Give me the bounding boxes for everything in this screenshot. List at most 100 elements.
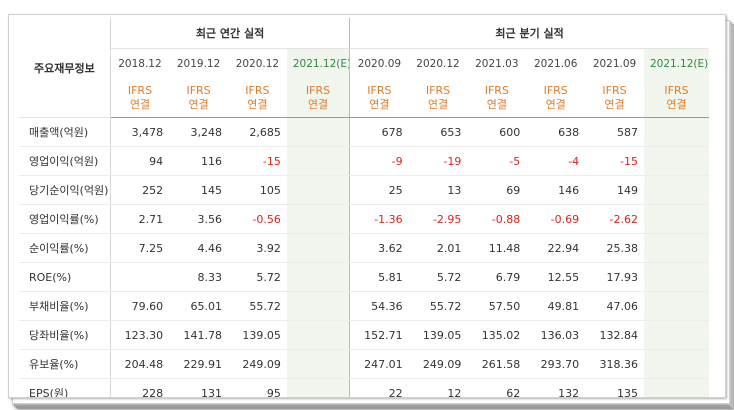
value-cell: 2,685: [227, 117, 287, 147]
table-row: EPS(원) 228 131 95 22 12 62 132 135: [19, 378, 709, 397]
value-cell: 105: [227, 175, 287, 205]
table-row: 당좌비율(%) 123.30 141.78 139.05 152.71 139.05 135…: [19, 320, 709, 350]
value-cell: [643, 175, 709, 205]
value-cell: 8.33: [169, 262, 228, 292]
value-cell: 229.91: [169, 349, 228, 379]
row-label: 당좌비율(%): [19, 320, 111, 350]
value-cell: 12.55: [526, 262, 586, 292]
value-cell: [286, 378, 351, 397]
standard-line-consolidated: 연결: [307, 98, 329, 111]
standard-line-ifrs: IFRS: [484, 84, 509, 97]
value-cell: 94: [110, 146, 170, 176]
value-cell: 600: [467, 117, 527, 147]
value-cell: [643, 146, 709, 176]
value-cell: 132: [526, 378, 586, 397]
table-row: 당기순이익(억원) 252 145 105 25 13 69 146 149: [19, 175, 709, 205]
row-label: 영업이익(억원): [19, 146, 111, 176]
period-header: 2019.12: [176, 58, 221, 70]
annual-group-header: 최근 연간 실적: [110, 18, 351, 49]
value-cell: -0.88: [467, 204, 527, 234]
standard-line-ifrs: IFRS: [186, 84, 211, 97]
value-cell: [643, 320, 709, 350]
value-cell: 293.70: [526, 349, 586, 379]
value-cell: [286, 320, 351, 350]
standard-line-consolidated: 연결: [188, 98, 209, 111]
period-header: 2021.09: [592, 58, 637, 70]
standard-line-consolidated: 연결: [427, 98, 449, 111]
value-cell: 3.62: [349, 233, 409, 263]
value-cell: [643, 233, 709, 263]
value-cell: 116: [169, 146, 228, 176]
value-cell: 131: [169, 378, 228, 397]
table-row: 영업이익률(%) 2.71 3.56 -0.56 -1.36 -2.95 -0.88 -0.6…: [19, 204, 709, 234]
value-cell: 7.25: [110, 233, 170, 263]
label-column-header: 주요재무정보: [19, 18, 111, 118]
table-row: 순이익률(%) 7.25 4.46 3.92 3.62 2.01 11.48 22.94 25.…: [19, 233, 709, 263]
standard-line-ifrs: IFRS: [664, 84, 689, 97]
accounting-standard-header: IFRS 연결: [110, 79, 170, 118]
value-cell: [286, 175, 351, 205]
value-cell: 587: [585, 117, 644, 147]
value-cell: 6.79: [467, 262, 527, 292]
value-cell: -15: [227, 146, 287, 176]
value-cell: -1.36: [349, 204, 409, 234]
value-cell: -15: [585, 146, 644, 176]
row-label: 부채비율(%): [19, 291, 111, 321]
value-cell: 653: [408, 117, 468, 147]
value-cell: 3,248: [169, 117, 228, 147]
value-cell: [286, 262, 351, 292]
quarter-group-header: 최근 분기 실적: [349, 18, 709, 49]
value-cell: 79.60: [110, 291, 170, 321]
value-cell: 11.48: [467, 233, 527, 263]
table-row: ROE(%) 8.33 5.72 5.81 5.72 6.79 12.55 17.93: [19, 262, 709, 292]
value-cell: 318.36: [585, 349, 644, 379]
value-cell: 135: [585, 378, 644, 397]
value-cell: 3,478: [110, 117, 170, 147]
value-cell: 5.72: [408, 262, 468, 292]
value-cell: 149: [585, 175, 644, 205]
standard-line-consolidated: 연결: [604, 98, 625, 111]
value-cell: 228: [110, 378, 170, 397]
period-header: 2018.12: [118, 58, 162, 70]
value-cell: -2.62: [585, 204, 644, 234]
value-cell: 54.36: [349, 291, 409, 321]
financial-summary-sheet: 주요재무정보 최근 연간 실적 최근 분기 실적 2018.12 2019.12 2…: [8, 14, 726, 398]
standard-line-ifrs: IFRS: [245, 84, 270, 97]
value-cell: 152.71: [349, 320, 409, 350]
value-cell: 145: [169, 175, 228, 205]
value-cell: [643, 204, 709, 234]
period-header: 2020.12: [416, 58, 460, 70]
value-cell: [286, 146, 351, 176]
value-cell: [286, 117, 351, 147]
value-cell: 57.50: [467, 291, 527, 321]
period-header: 2021.03: [475, 58, 519, 70]
standard-line-consolidated: 연결: [666, 98, 687, 111]
standard-line-ifrs: IFRS: [127, 84, 153, 97]
standard-line-ifrs: IFRS: [425, 84, 451, 97]
value-cell: 204.48: [110, 349, 170, 379]
value-cell: 69: [467, 175, 527, 205]
period-header: 2020.12: [235, 58, 280, 70]
accounting-standard-header: IFRS 연결: [286, 79, 351, 118]
value-cell: 2.01: [408, 233, 468, 263]
accounting-standard-header: IFRS 연결: [349, 79, 409, 118]
value-cell: [286, 233, 351, 263]
financial-table: 주요재무정보 최근 연간 실적 최근 분기 실적 2018.12 2019.12 2…: [19, 18, 709, 397]
standard-line-ifrs: IFRS: [602, 84, 627, 97]
accounting-standard-header: IFRS 연결: [585, 79, 644, 118]
value-cell: [643, 291, 709, 321]
standard-line-consolidated: 연결: [545, 98, 566, 111]
value-cell: 136.03: [526, 320, 586, 350]
value-cell: 4.46: [169, 233, 228, 263]
standard-line-consolidated: 연결: [129, 98, 151, 111]
value-cell: 13: [408, 175, 468, 205]
standard-line-consolidated: 연결: [486, 98, 507, 111]
standard-line-ifrs: IFRS: [305, 84, 331, 97]
period-header: 2021.12(E): [643, 48, 709, 79]
value-cell: 252: [110, 175, 170, 205]
row-label: 유보율(%): [19, 349, 111, 379]
table-row: 매출액(억원) 3,478 3,248 2,685 678 653 600 638 587: [19, 117, 709, 147]
value-cell: [286, 204, 351, 234]
value-cell: 139.05: [227, 320, 287, 350]
value-cell: 123.30: [110, 320, 170, 350]
